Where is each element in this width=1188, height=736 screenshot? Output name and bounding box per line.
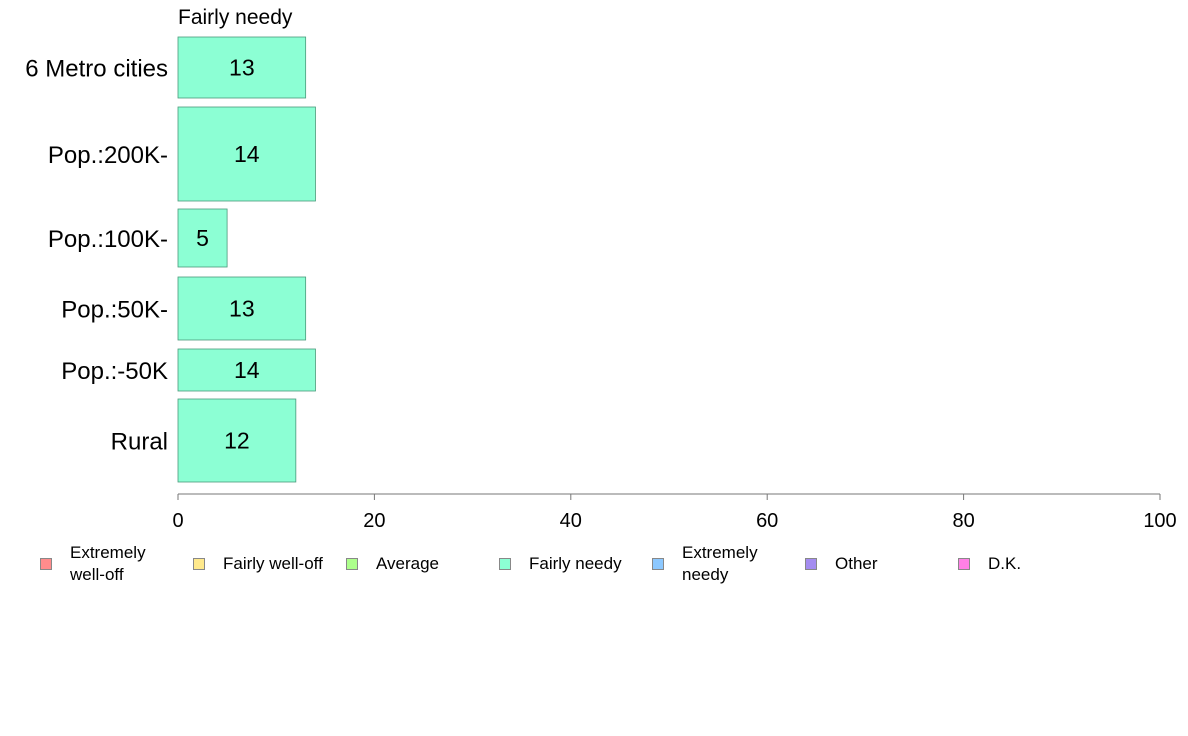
bar	[177, 398, 297, 483]
legend-label: Fairly well-off	[223, 554, 323, 573]
bar	[177, 36, 307, 99]
x-tick-label: 0	[172, 510, 183, 532]
category-label: Pop.:-50K	[61, 358, 168, 385]
legend-label: Extremely well-off	[70, 543, 146, 584]
bar-group: 13 6 Metro cities 14 Pop.:200K- 5 Pop.:100K- 1…	[25, 36, 316, 483]
bar	[177, 208, 228, 268]
legend-item: Extremely needy	[652, 540, 758, 588]
legend-label: Average	[376, 554, 440, 573]
bar-value-label: 13	[229, 296, 255, 322]
bar-value-label: 14	[234, 357, 260, 383]
legend-swatch	[193, 558, 205, 570]
legend-swatch	[40, 558, 52, 570]
category-label: Pop.:200K-	[48, 142, 168, 169]
bar	[177, 276, 307, 341]
bar	[177, 106, 316, 202]
category-label: 6 Metro cities	[25, 56, 168, 83]
legend-label: Extremely needy	[682, 543, 758, 584]
legend-label: D.K.	[988, 554, 1022, 573]
legend: Extremely well-off Fairly well-off Average…	[0, 540, 1188, 600]
bar-chart: Fairly needy 13 6 Metro cities 14 Pop.:200K…	[25, 6, 1177, 532]
x-tick-label: 40	[560, 510, 582, 532]
panel-title: Fairly needy	[178, 6, 293, 29]
legend-label: Fairly needy	[529, 554, 622, 573]
bar-value-label: 5	[196, 225, 209, 251]
category-label: Pop.:50K-	[61, 297, 168, 324]
legend-label: Other	[835, 554, 878, 573]
bar-value-label: 12	[224, 428, 250, 454]
legend-swatch	[958, 558, 970, 570]
x-tick-label: 80	[952, 510, 974, 532]
legend-item: Average	[346, 540, 439, 588]
legend-item: Other	[805, 540, 878, 588]
x-axis: 0 20 40 60 80 100	[172, 493, 1177, 532]
legend-item: D.K.	[958, 540, 1021, 588]
legend-swatch	[499, 558, 511, 570]
legend-swatch	[652, 558, 664, 570]
legend-item: Fairly well-off	[193, 540, 323, 588]
bar-value-label: 14	[234, 141, 260, 167]
bar	[177, 348, 316, 392]
legend-item: Extremely well-off	[40, 540, 146, 588]
legend-item: Fairly needy	[499, 540, 622, 588]
legend-swatch	[346, 558, 358, 570]
x-tick-label: 100	[1143, 510, 1176, 532]
category-label: Rural	[111, 429, 168, 456]
bar-value-label: 13	[229, 55, 255, 81]
legend-swatch	[805, 558, 817, 570]
category-label: Pop.:100K-	[48, 226, 168, 253]
x-tick-label: 20	[363, 510, 385, 532]
x-tick-label: 60	[756, 510, 778, 532]
